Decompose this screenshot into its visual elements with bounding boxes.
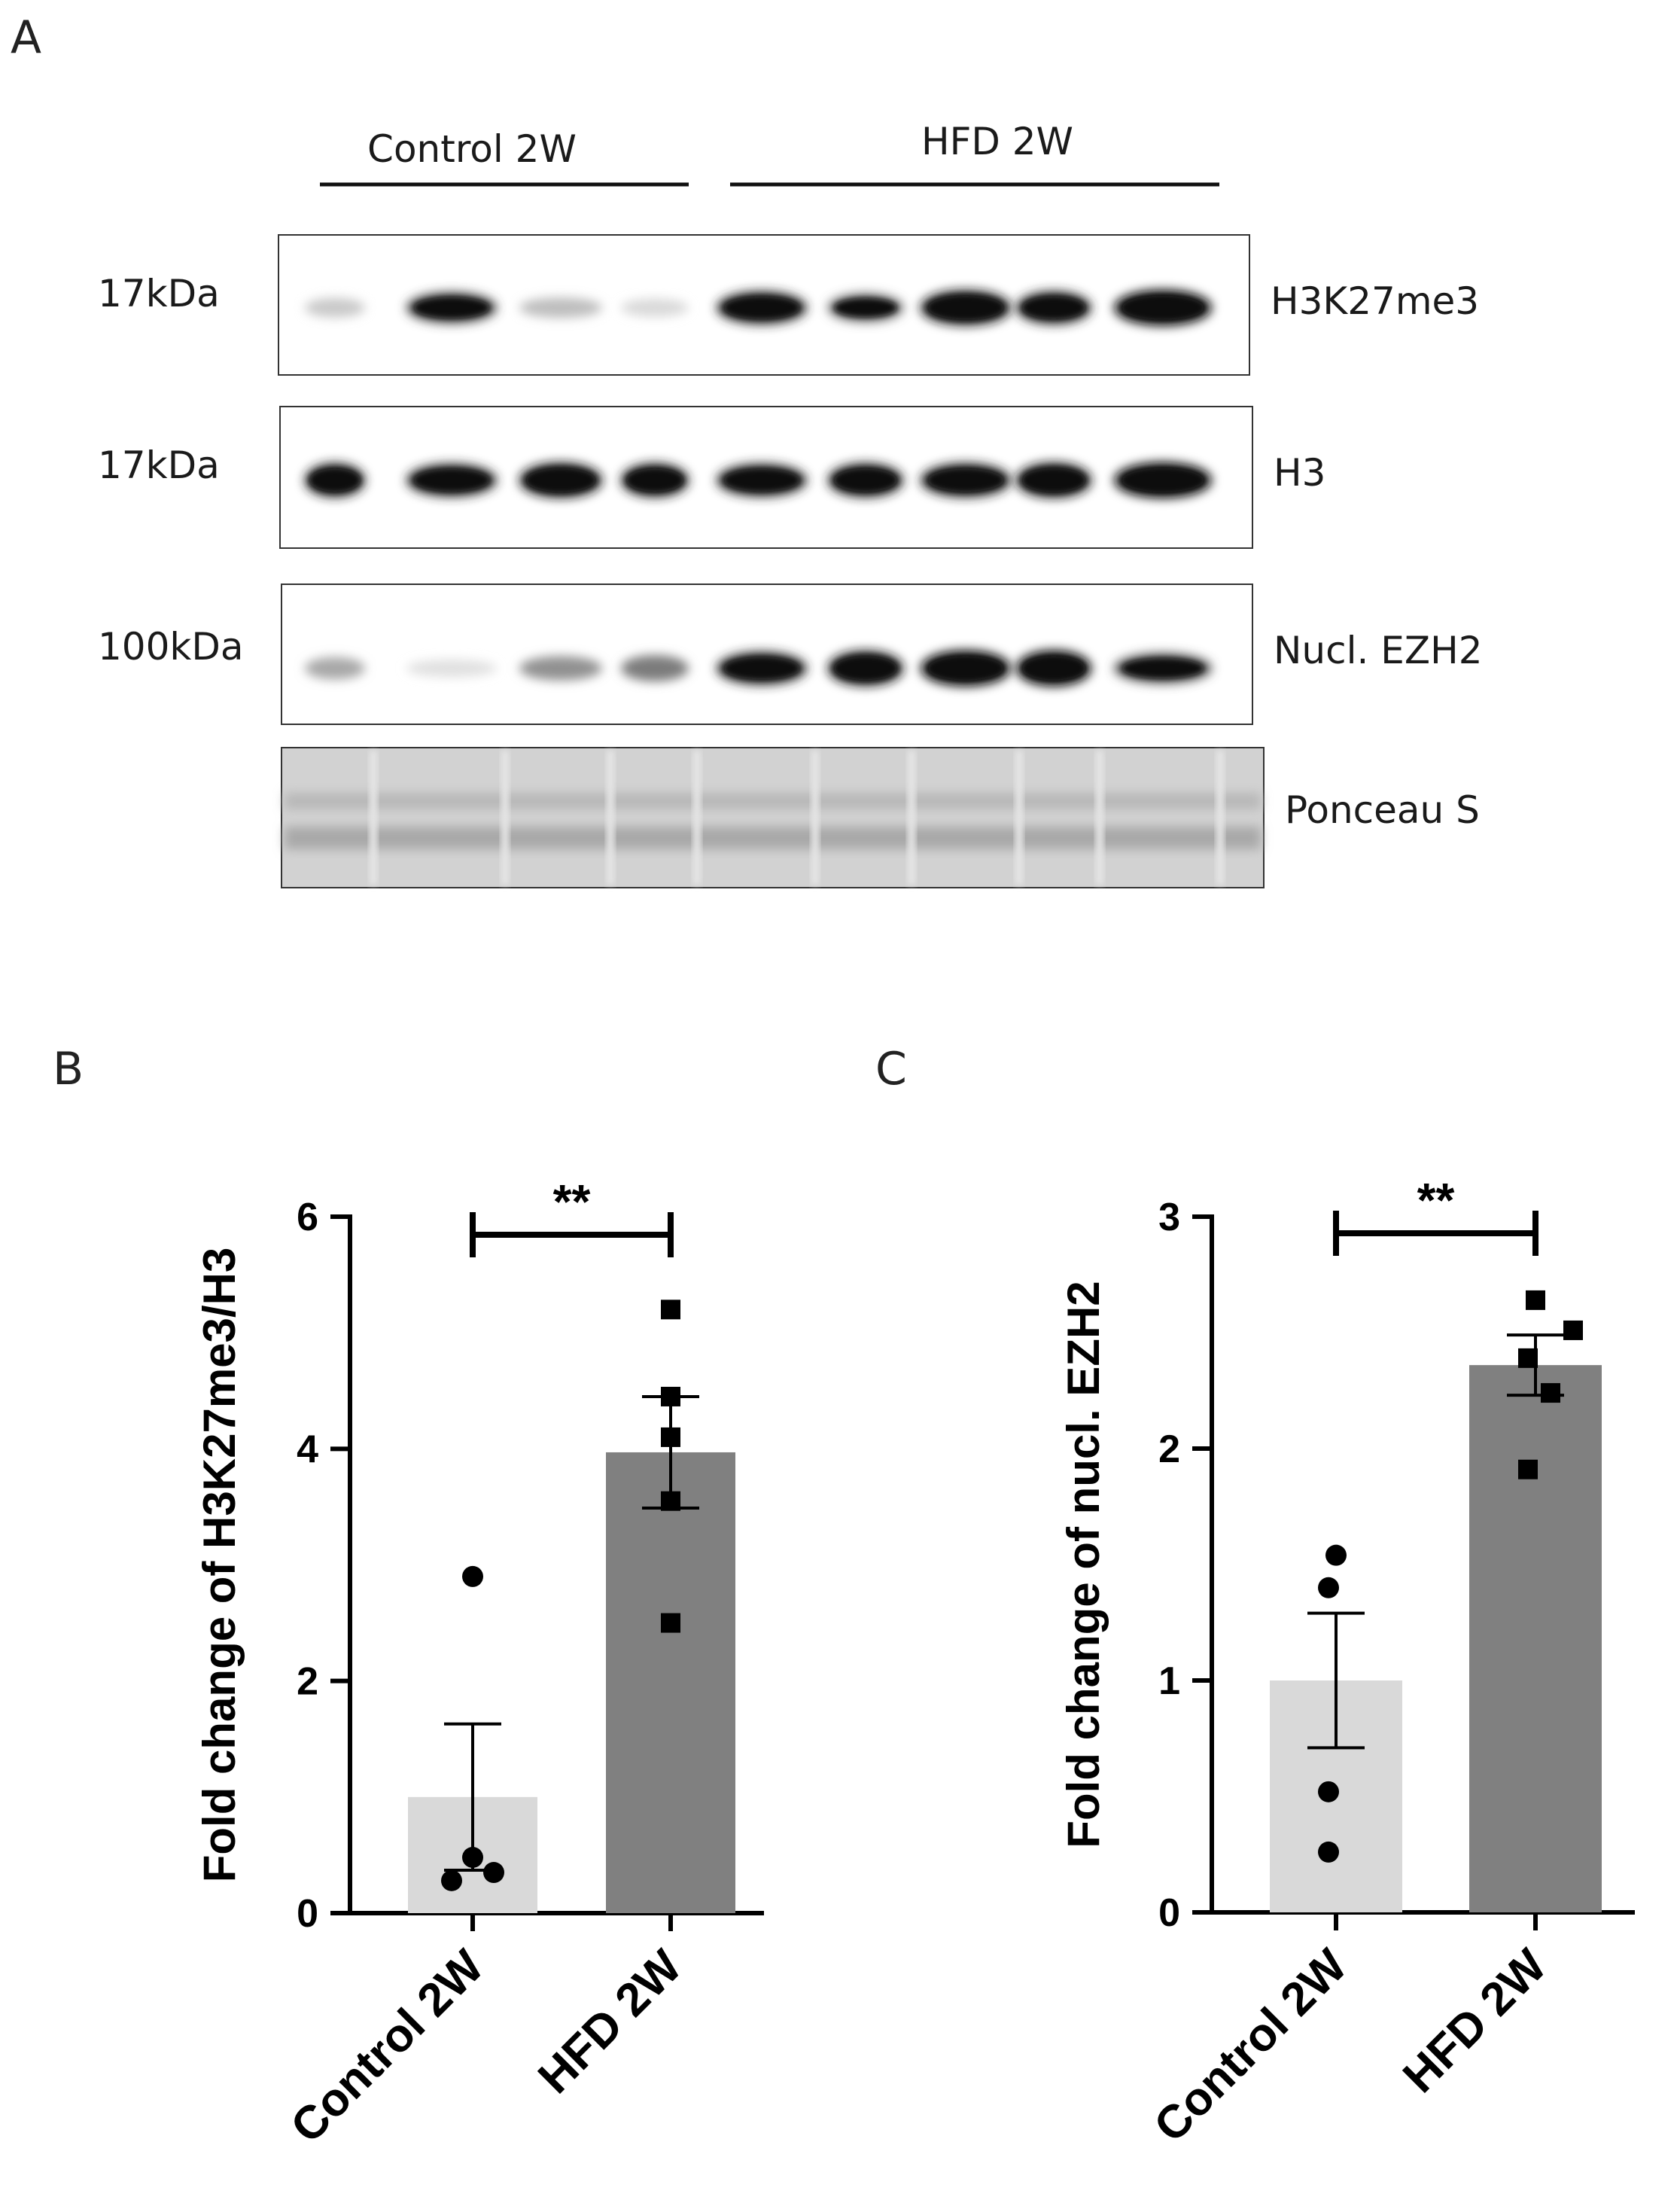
ponceau-band [285, 827, 1261, 849]
ponceau-lane-gap [501, 751, 509, 885]
blot-band-core [1122, 468, 1204, 492]
bar [1469, 1365, 1602, 1912]
blot-band-core [834, 298, 897, 318]
data-point [661, 1386, 680, 1406]
data-point [483, 1862, 504, 1884]
blot-band-core [724, 657, 799, 680]
blot-band-core [834, 657, 897, 681]
blot-row-label: H3 [1274, 451, 1325, 495]
blot-band-core [724, 469, 799, 492]
blot-band-core [309, 468, 361, 492]
blot-marker-label: 100kDa [98, 625, 244, 669]
blot-band-core [1022, 468, 1085, 492]
data-point [661, 1491, 680, 1511]
blot-rows: 17kDa H3K27me3 17kDa H3 100kDa Nucl. EZH2 Ponc… [98, 234, 1483, 888]
significance-label: ** [553, 1175, 591, 1229]
data-point [462, 1565, 483, 1587]
y-tick-label: 1 [1158, 1659, 1180, 1703]
blot-marker-label: 17kDa [98, 443, 220, 487]
blot-row-label: H3K27me3 [1271, 279, 1479, 323]
bar [606, 1452, 735, 1913]
blot-row-label: Ponceau S [1285, 788, 1480, 832]
x-tick-label: Control 2W [281, 1940, 494, 2153]
blot-band-core [526, 468, 595, 492]
data-point [661, 1300, 680, 1320]
data-point [1541, 1383, 1560, 1403]
data-point [462, 1847, 483, 1868]
blot-band-core [414, 469, 489, 492]
ponceau-lane-gap [908, 751, 915, 885]
ponceau-lane-gap [1015, 751, 1023, 885]
blot-band-core [1122, 658, 1204, 678]
y-tick-label: 2 [1158, 1428, 1180, 1471]
x-tick-label: HFD 2W [528, 1940, 692, 2104]
y-tick-label: 6 [297, 1196, 318, 1239]
y-axis-title: Fold change of nucl. EZH2 [1058, 1281, 1109, 1848]
blot-band [305, 657, 365, 680]
blot-box [281, 747, 1265, 888]
data-point [441, 1869, 462, 1891]
blot-band [519, 656, 602, 681]
data-point [1318, 1577, 1339, 1598]
blot-band-core [626, 468, 683, 492]
blot-band-core [1022, 297, 1085, 319]
y-axis-title: Fold change of H3K27me3/H3 [194, 1248, 245, 1883]
data-point [1318, 1781, 1339, 1802]
y-tick-label: 4 [297, 1428, 318, 1471]
ponceau-lane-gap [607, 751, 614, 885]
data-point [1526, 1290, 1545, 1310]
blot-band-core [414, 297, 489, 318]
ponceau-band [285, 793, 1261, 809]
ponceau-lane-gap [693, 751, 701, 885]
blot-band-core [1122, 295, 1204, 320]
blot-band-core [834, 468, 897, 492]
y-tick-label: 0 [1158, 1891, 1180, 1935]
group-label-control: Control 2W [367, 127, 577, 171]
panel-label-a: A [11, 11, 41, 64]
x-tick-label: Control 2W [1144, 1939, 1357, 2153]
ponceau-lane-gap [1096, 751, 1103, 885]
chart-c: 0 1 2 3 Fold change of nucl. EZH2 Control 2W H… [1058, 1173, 1635, 2153]
ponceau-lane-gap [811, 751, 819, 885]
data-point [661, 1427, 680, 1447]
y-tick-label: 3 [1158, 1196, 1180, 1239]
blot-group-headers: Control 2W HFD 2W [320, 120, 1219, 187]
blot-band [406, 659, 497, 678]
panel-label-c: C [875, 1043, 907, 1095]
y-tick-label: 2 [297, 1660, 318, 1704]
blot-marker-label: 17kDa [98, 272, 220, 315]
data-point [661, 1613, 680, 1633]
data-point [1325, 1544, 1347, 1566]
blot-band [621, 655, 689, 682]
group-label-hfd: HFD 2W [921, 120, 1073, 163]
blot-band [305, 297, 365, 318]
data-point [1318, 1841, 1339, 1863]
blot-band [519, 297, 602, 318]
significance-label: ** [1417, 1173, 1455, 1227]
data-point [1518, 1348, 1538, 1368]
blot-band-core [724, 297, 799, 319]
chart-b: 0 2 4 6 Fold change of H3K27me3/H3 Control 2W… [194, 1175, 764, 2153]
ponceau-lane-gap [1216, 751, 1224, 885]
x-tick-label: HFD 2W [1393, 1939, 1557, 2103]
panel-label-b: B [53, 1043, 84, 1095]
blot-band-core [928, 656, 1003, 681]
blot-band-core [928, 296, 1003, 320]
ponceau-lane-gap [370, 751, 377, 885]
y-tick-label: 0 [297, 1892, 318, 1936]
data-point [1518, 1459, 1538, 1479]
blot-band-core [928, 468, 1003, 492]
data-point [1563, 1320, 1583, 1340]
blot-row-label: Nucl. EZH2 [1274, 629, 1483, 672]
blot-band [621, 298, 689, 317]
blot-band-core [1022, 656, 1085, 681]
